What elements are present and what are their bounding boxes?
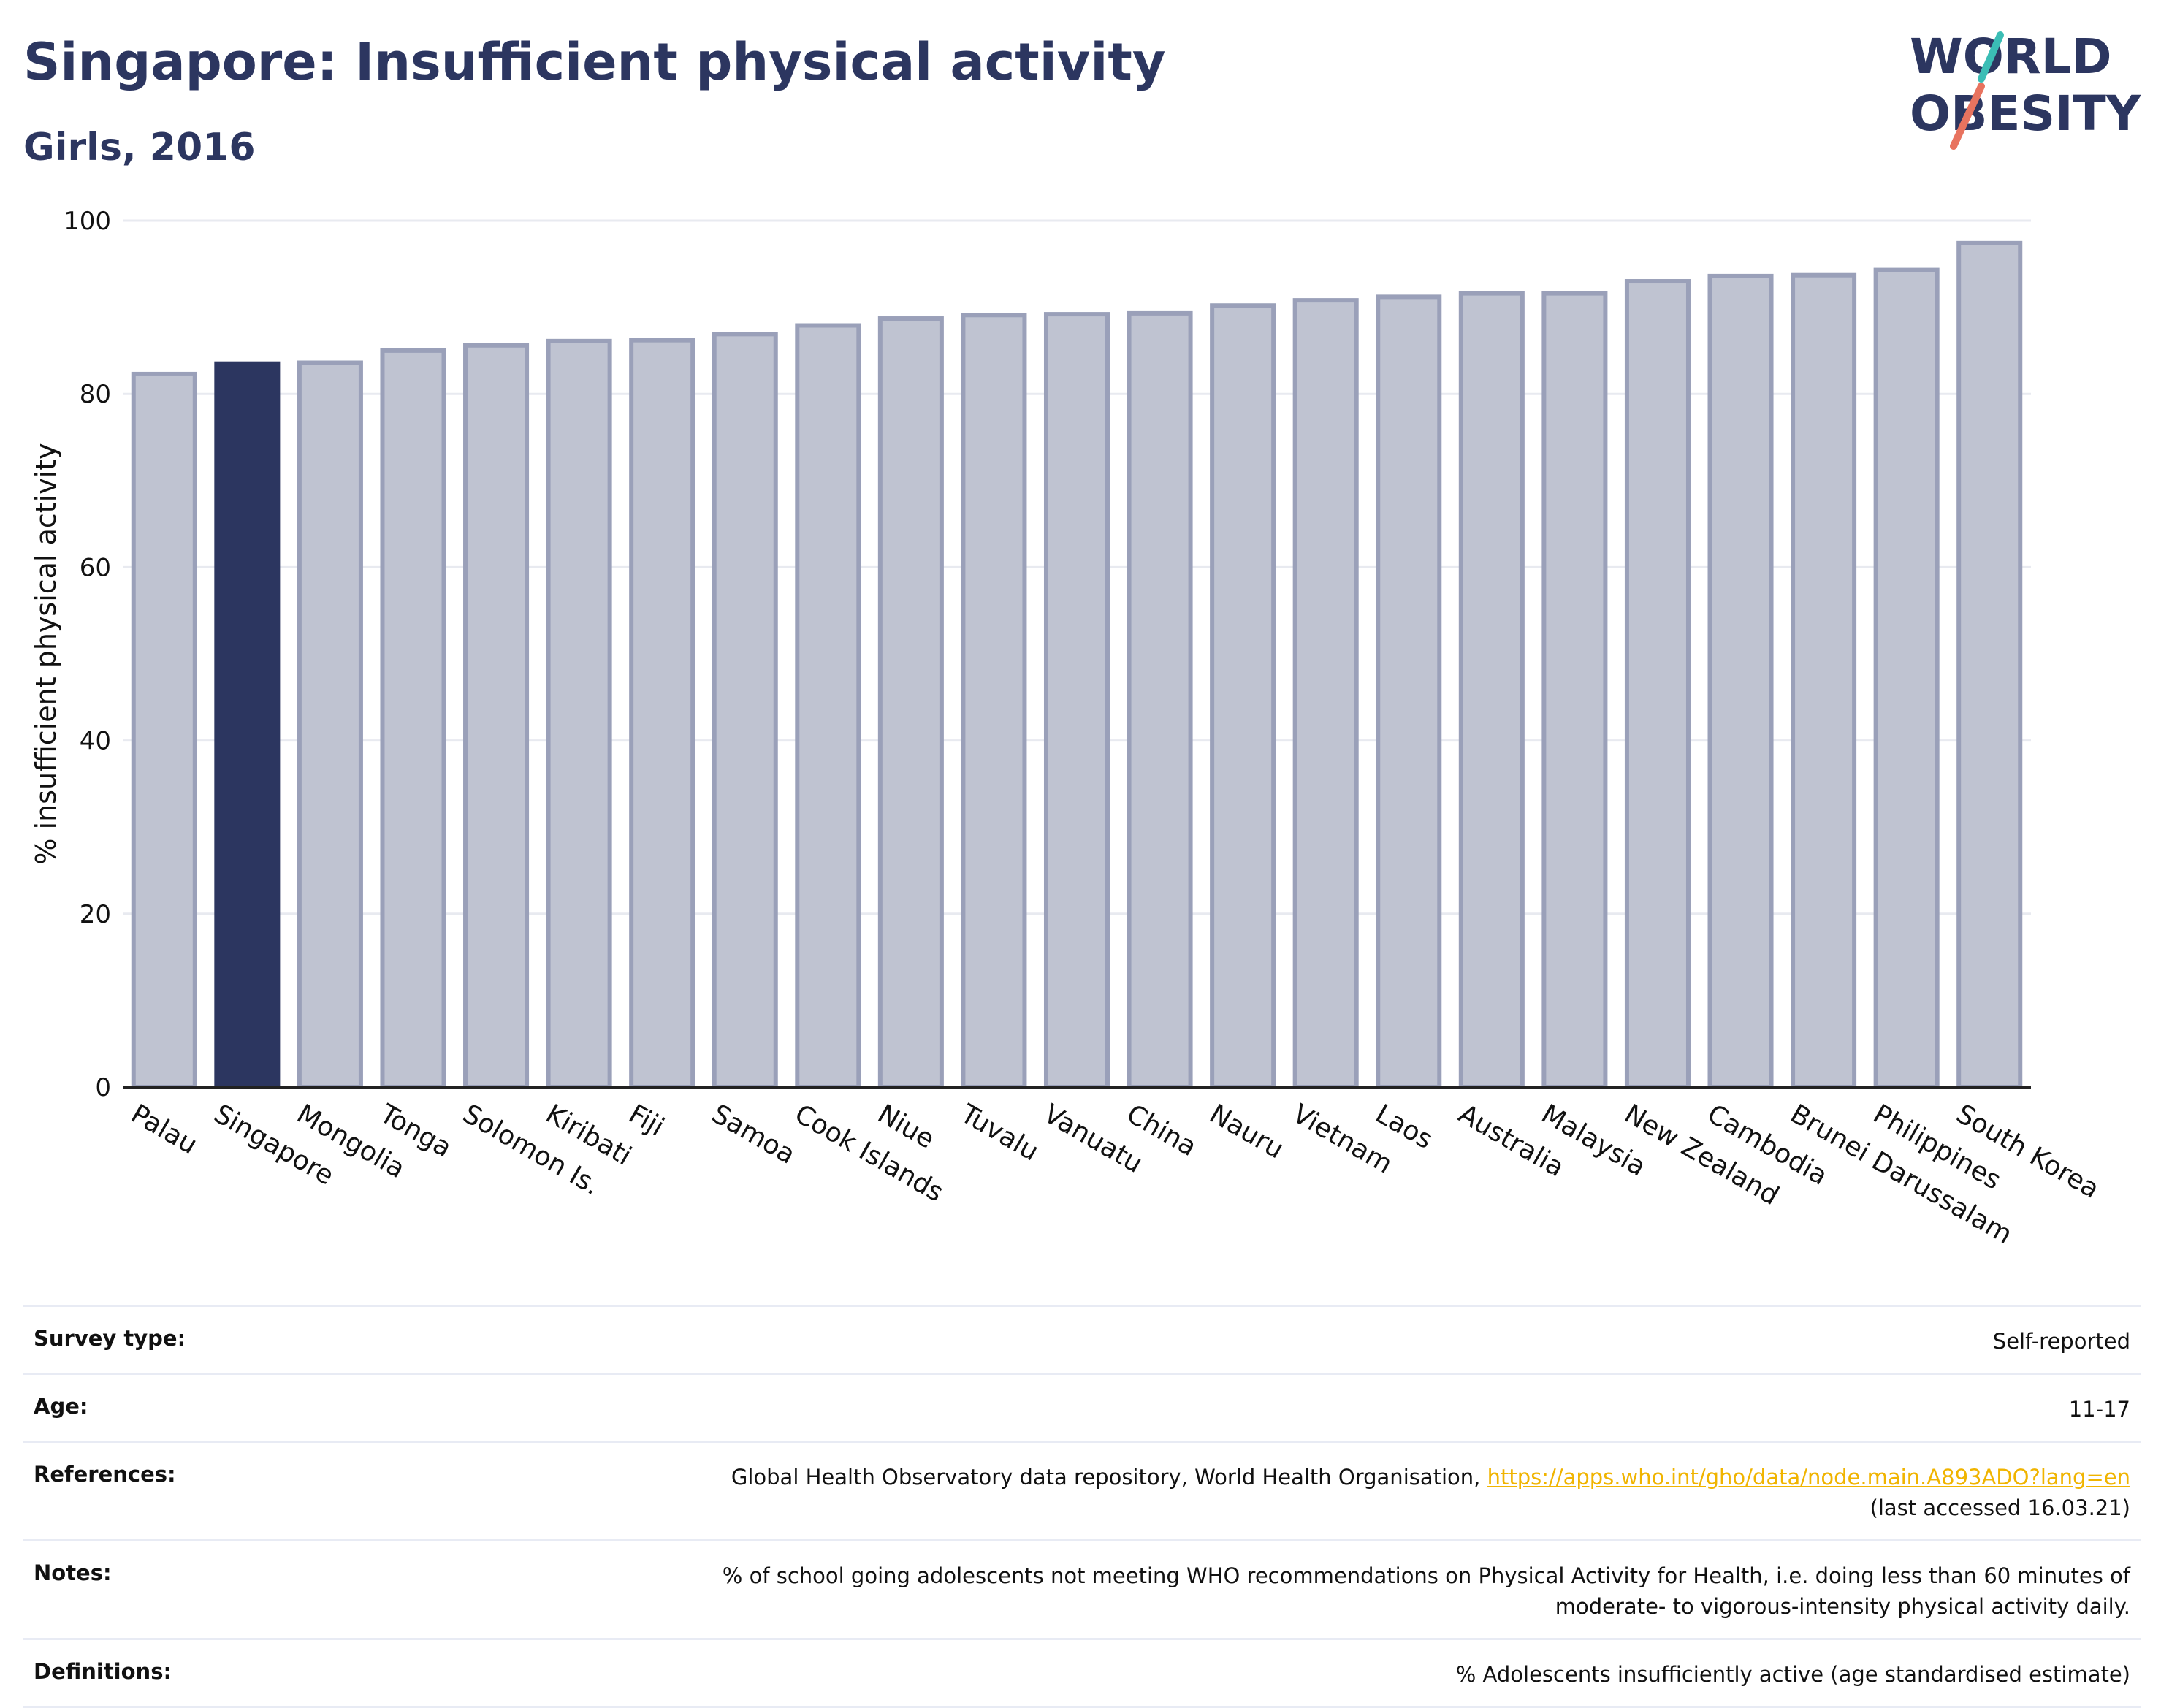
y-tick-label: 80 [80,380,111,409]
bar-palau [131,371,197,1089]
y-tick-label: 20 [80,900,111,929]
bar-mongolia [297,360,363,1089]
bar-kiribati [546,338,612,1089]
references-link[interactable]: https://apps.who.int/gho/data/node.main.… [1487,1465,2130,1490]
x-category-label: Nauru [1205,1099,1289,1164]
references-row: References: Global Health Observatory da… [23,1441,2141,1539]
survey-type-value: Self-reported [1992,1329,2130,1354]
logo-slash-coral [1950,83,1985,150]
chart-subtitle: Girls, 2016 [23,126,256,169]
bar-laos [1376,294,1442,1089]
logo-line-world: WORLD [1910,28,2112,85]
notes-line-1: % of school going adolescents not meetin… [722,1563,2130,1588]
logo-line-obesity: OBESITY [1910,85,2142,142]
y-tick-labels: 0 20 40 60 80 100 [64,207,111,1102]
bar-china [1127,310,1193,1090]
bar-niue [877,316,944,1090]
notes-value: % of school going adolescents not meetin… [253,1560,2130,1622]
bar-tuvalu [961,313,1027,1089]
y-tick-label: 100 [64,207,111,236]
definitions-value: % Adolescents insufficiently active (age… [1455,1662,2130,1687]
bar-fiji [629,338,695,1089]
age-row: Age: 11-17 [23,1373,2141,1441]
bar-vietnam [1292,298,1359,1089]
bar-chart: 0 20 40 60 80 100 Palau SingaporeMongoliaTonga… [30,207,2104,1250]
y-tick-label: 40 [80,727,111,756]
bar-australia [1458,291,1525,1089]
chart-title: Singapore: Insufficient physical activit… [23,32,1166,92]
bar-cambodia [1707,273,1774,1089]
references-value: Global Health Observatory data repositor… [253,1462,2130,1523]
bar-samoa [712,332,778,1090]
bar-solomon-is [463,343,530,1089]
y-axis-title: % insufficient physical activity [30,443,62,864]
definitions-row: Definitions: % Adolescents insufficientl… [23,1638,2141,1708]
references-label: References: [34,1462,176,1487]
bar-malaysia [1541,291,1608,1089]
x-category-label: Samoa [706,1099,800,1170]
bar-singapore [214,361,281,1089]
x-category-label: Tuvalu [955,1099,1043,1167]
bar-tonga [380,348,446,1089]
survey-type-row: Survey type: Self-reported [23,1305,2141,1373]
bar-south-korea [1956,240,2023,1089]
notes-line-2: moderate- to vigorous-intensity physical… [1555,1594,2130,1619]
bar-nauru [1210,303,1276,1089]
logo-slash-teal [1978,31,2004,83]
age-value: 11-17 [2068,1397,2130,1422]
world-obesity-logo: WORLD OBESITY [1910,28,2142,150]
references-text: Global Health Observatory data repositor… [731,1465,1481,1490]
bars [131,240,2023,1090]
age-label: Age: [34,1394,88,1419]
y-tick-label: 60 [80,553,111,582]
x-category-label: Palau [126,1099,202,1160]
definitions-label: Definitions: [34,1659,172,1684]
references-accessed: (last accessed 16.03.21) [1870,1495,2130,1520]
y-tick-label: 0 [95,1073,111,1102]
bar-new-zealand [1624,279,1691,1089]
bar-vanuatu [1043,312,1110,1089]
info-table: Survey type: Self-reported Age: 11-17 Re… [23,1305,2141,1708]
bar-philippines [1873,267,1940,1089]
x-category-label: Fiji [624,1099,669,1143]
notes-label: Notes: [34,1560,112,1585]
bar-brunei-darussalam [1791,272,1857,1089]
survey-type-label: Survey type: [34,1326,186,1351]
notes-row: Notes: % of school going adolescents not… [23,1539,2141,1638]
bar-cook-islands [795,323,861,1090]
